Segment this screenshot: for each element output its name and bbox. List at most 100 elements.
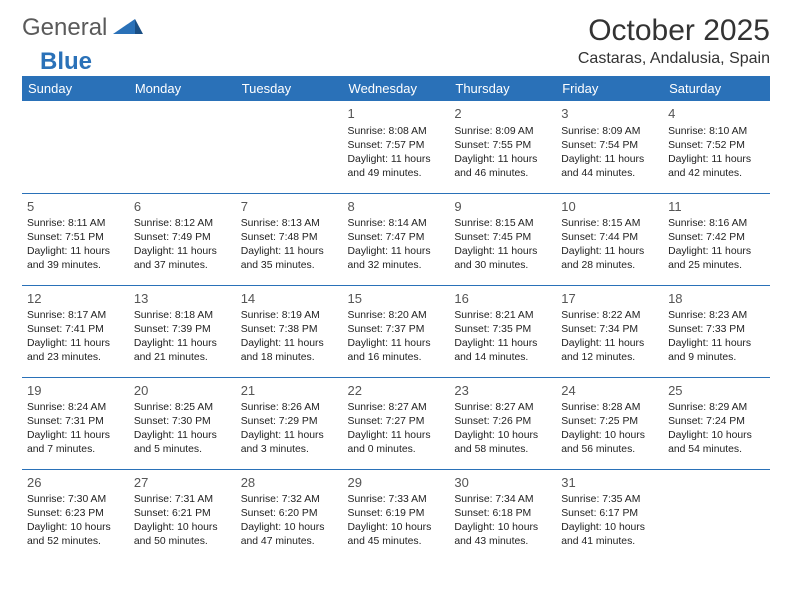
day-info-line: and 18 minutes. [241,351,338,365]
day-info-line: Sunrise: 7:35 AM [561,493,658,507]
day-number: 3 [561,105,658,123]
day-number: 4 [668,105,765,123]
day-info-line: Sunrise: 7:30 AM [27,493,124,507]
calendar-day-cell: 10Sunrise: 8:15 AMSunset: 7:44 PMDayligh… [556,193,663,285]
day-number: 11 [668,198,765,216]
day-number: 10 [561,198,658,216]
day-info-line: Sunset: 7:49 PM [134,231,231,245]
day-info-line: Sunrise: 8:09 AM [454,125,551,139]
day-info-line: Sunrise: 8:26 AM [241,401,338,415]
day-number: 31 [561,474,658,492]
calendar-day-cell [129,101,236,193]
day-info-line: Daylight: 10 hours [561,429,658,443]
weekday-header-row: Sunday Monday Tuesday Wednesday Thursday… [22,76,770,101]
calendar-day-cell: 28Sunrise: 7:32 AMSunset: 6:20 PMDayligh… [236,469,343,561]
day-info-line: Sunset: 7:44 PM [561,231,658,245]
calendar-week-row: 19Sunrise: 8:24 AMSunset: 7:31 PMDayligh… [22,377,770,469]
logo-text-blue: Blue [40,48,92,76]
day-info-line: Sunrise: 7:34 AM [454,493,551,507]
day-info-line: and 41 minutes. [561,535,658,549]
calendar-day-cell: 7Sunrise: 8:13 AMSunset: 7:48 PMDaylight… [236,193,343,285]
day-info-line: Daylight: 11 hours [134,429,231,443]
day-info-line: and 52 minutes. [27,535,124,549]
day-info-line: Sunset: 7:41 PM [27,323,124,337]
day-info-line: Sunset: 7:38 PM [241,323,338,337]
day-info-line: Daylight: 11 hours [241,337,338,351]
day-info-line: Daylight: 10 hours [348,521,445,535]
day-info-line: Sunrise: 8:13 AM [241,217,338,231]
day-info-line: Daylight: 11 hours [454,153,551,167]
day-info-line: Sunset: 7:51 PM [27,231,124,245]
day-number: 27 [134,474,231,492]
day-info-line: and 0 minutes. [348,443,445,457]
day-info-line: Sunset: 7:52 PM [668,139,765,153]
calendar-day-cell: 14Sunrise: 8:19 AMSunset: 7:38 PMDayligh… [236,285,343,377]
day-info-line: Sunset: 7:25 PM [561,415,658,429]
day-info-line: Daylight: 11 hours [454,337,551,351]
calendar-day-cell: 27Sunrise: 7:31 AMSunset: 6:21 PMDayligh… [129,469,236,561]
calendar-day-cell: 9Sunrise: 8:15 AMSunset: 7:45 PMDaylight… [449,193,556,285]
calendar-day-cell: 21Sunrise: 8:26 AMSunset: 7:29 PMDayligh… [236,377,343,469]
day-number: 25 [668,382,765,400]
weekday-header: Saturday [663,76,770,101]
day-info-line: Sunset: 7:47 PM [348,231,445,245]
logo-mark-icon [113,16,143,41]
logo-text-general: General [22,14,107,42]
day-info-line: Sunset: 6:20 PM [241,507,338,521]
calendar-day-cell: 5Sunrise: 8:11 AMSunset: 7:51 PMDaylight… [22,193,129,285]
day-info-line: Daylight: 11 hours [134,337,231,351]
day-info-line: Sunset: 7:42 PM [668,231,765,245]
day-number: 30 [454,474,551,492]
day-info-line: Sunrise: 8:11 AM [27,217,124,231]
day-info-line: Sunrise: 8:29 AM [668,401,765,415]
weekday-header: Monday [129,76,236,101]
day-info-line: and 21 minutes. [134,351,231,365]
day-info-line: Daylight: 11 hours [561,245,658,259]
day-info-line: and 44 minutes. [561,167,658,181]
day-info-line: Sunset: 7:26 PM [454,415,551,429]
day-info-line: Sunrise: 8:16 AM [668,217,765,231]
day-info-line: Sunrise: 7:33 AM [348,493,445,507]
day-info-line: Sunset: 6:18 PM [454,507,551,521]
day-info-line: and 58 minutes. [454,443,551,457]
day-info-line: and 46 minutes. [454,167,551,181]
calendar-day-cell: 22Sunrise: 8:27 AMSunset: 7:27 PMDayligh… [343,377,450,469]
title-block: October 2025 Castaras, Andalusia, Spain [578,14,770,68]
day-info-line: and 45 minutes. [348,535,445,549]
calendar-day-cell: 19Sunrise: 8:24 AMSunset: 7:31 PMDayligh… [22,377,129,469]
day-info-line: Daylight: 10 hours [454,429,551,443]
calendar-week-row: 26Sunrise: 7:30 AMSunset: 6:23 PMDayligh… [22,469,770,561]
calendar-day-cell: 18Sunrise: 8:23 AMSunset: 7:33 PMDayligh… [663,285,770,377]
day-info-line: and 12 minutes. [561,351,658,365]
day-info-line: and 56 minutes. [561,443,658,457]
day-info-line: and 37 minutes. [134,259,231,273]
day-info-line: Daylight: 11 hours [27,429,124,443]
day-info-line: and 30 minutes. [454,259,551,273]
day-info-line: Sunrise: 8:17 AM [27,309,124,323]
day-info-line: Daylight: 11 hours [668,337,765,351]
weekday-header: Wednesday [343,76,450,101]
calendar-day-cell: 11Sunrise: 8:16 AMSunset: 7:42 PMDayligh… [663,193,770,285]
day-info-line: Daylight: 11 hours [668,153,765,167]
day-info-line: Daylight: 10 hours [27,521,124,535]
day-info-line: Sunrise: 8:08 AM [348,125,445,139]
day-number: 13 [134,290,231,308]
day-info-line: and 25 minutes. [668,259,765,273]
day-info-line: and 9 minutes. [668,351,765,365]
day-info-line: Sunset: 7:57 PM [348,139,445,153]
day-info-line: and 23 minutes. [27,351,124,365]
day-number: 5 [27,198,124,216]
day-info-line: Daylight: 11 hours [668,245,765,259]
day-number: 6 [134,198,231,216]
weekday-header: Tuesday [236,76,343,101]
day-number: 19 [27,382,124,400]
calendar-week-row: 5Sunrise: 8:11 AMSunset: 7:51 PM Daylight… [22,193,770,285]
day-number: 8 [348,198,445,216]
weekday-header: Thursday [449,76,556,101]
calendar-table: Sunday Monday Tuesday Wednesday Thursday… [22,76,770,561]
weekday-header: Sunday [22,76,129,101]
calendar-day-cell: 1Sunrise: 8:08 AMSunset: 7:57 PMDaylight… [343,101,450,193]
day-info-line: and 42 minutes. [668,167,765,181]
calendar-week-row: 12Sunrise: 8:17 AMSunset: 7:41 PMDayligh… [22,285,770,377]
day-info-line: Daylight: 10 hours [241,521,338,535]
